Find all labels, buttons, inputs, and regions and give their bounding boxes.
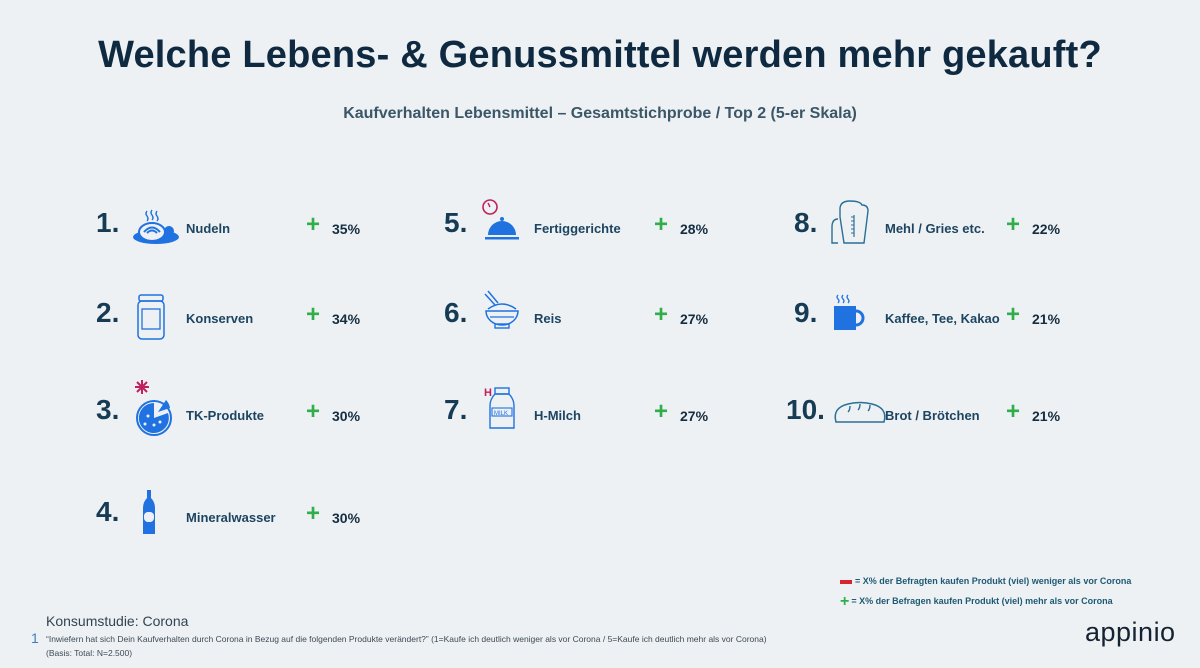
footnote-number: 1 bbox=[31, 630, 39, 646]
cloche-clock-icon bbox=[478, 197, 530, 247]
rank-number: 7. bbox=[444, 394, 468, 425]
page-subtitle: Kaufverhalten Lebensmittel – Gesamtstich… bbox=[343, 105, 857, 122]
rank-number: 10. bbox=[786, 394, 825, 425]
bread-icon bbox=[830, 390, 890, 440]
svg-text:H: H bbox=[484, 387, 492, 399]
product-label: Brot / Brötchen bbox=[885, 408, 980, 423]
rank-number: 1. bbox=[96, 207, 120, 238]
minus-icon bbox=[840, 579, 852, 584]
rank-number: 6. bbox=[444, 297, 468, 328]
rank-number: 9. bbox=[794, 297, 818, 328]
legend-item-minus: = X% der Befragten kaufen Produkt (viel)… bbox=[840, 576, 1131, 586]
rank-number: 2. bbox=[96, 297, 120, 328]
percentage-value: 22% bbox=[1032, 221, 1061, 237]
study-title: Konsumstudie: Corona bbox=[46, 613, 189, 629]
pasta-bowl-icon bbox=[130, 203, 182, 253]
appinio-logo: appinio bbox=[1085, 617, 1176, 647]
rank-number: 4. bbox=[96, 496, 120, 527]
product-label: Mineralwasser bbox=[186, 510, 276, 525]
legend-text: = X% der Befragen kaufen Produkt (viel) … bbox=[851, 596, 1113, 606]
rank-number: 5. bbox=[444, 207, 468, 238]
plus-icon: + bbox=[654, 398, 669, 425]
frozen-pizza-icon bbox=[130, 378, 182, 440]
mug-icon bbox=[828, 289, 880, 339]
product-label: Reis bbox=[534, 311, 562, 326]
plus-icon: + bbox=[1006, 211, 1021, 238]
percentage-value: 28% bbox=[680, 221, 709, 237]
product-label: Mehl / Gries etc. bbox=[885, 221, 985, 236]
percentage-value: 27% bbox=[680, 311, 709, 327]
percentage-value: 21% bbox=[1032, 311, 1061, 327]
milk-bottle-icon: H MILK bbox=[478, 384, 530, 436]
plus-icon: + bbox=[306, 398, 321, 425]
product-label: H-Milch bbox=[534, 408, 581, 423]
rank-number: 8. bbox=[794, 207, 818, 238]
plus-icon: + bbox=[306, 500, 321, 527]
legend-item-plus: + = X% der Befragen kaufen Produkt (viel)… bbox=[840, 592, 1113, 610]
rice-bowl-icon bbox=[478, 287, 530, 337]
rank-number: 3. bbox=[96, 394, 120, 425]
svg-text:MILK: MILK bbox=[494, 411, 508, 417]
plus-icon: + bbox=[1006, 301, 1021, 328]
product-label: Kaffee, Tee, Kakao bbox=[885, 311, 1000, 326]
plus-icon: + bbox=[840, 592, 850, 610]
percentage-value: 34% bbox=[332, 311, 361, 327]
percentage-value: 21% bbox=[1032, 408, 1061, 424]
plus-icon: + bbox=[306, 211, 321, 238]
footnote-question: “Inwiefern hat sich Dein Kaufverhalten d… bbox=[46, 634, 767, 644]
footnote-basis: (Basis: Total: N=2.500) bbox=[46, 648, 133, 658]
percentage-value: 30% bbox=[332, 510, 361, 526]
legend-text: = X% der Befragten kaufen Produkt (viel)… bbox=[855, 576, 1132, 586]
page-title: Welche Lebens- & Genussmittel werden meh… bbox=[98, 34, 1102, 76]
water-bottle-icon bbox=[130, 488, 182, 538]
plus-icon: + bbox=[654, 301, 669, 328]
plus-icon: + bbox=[1006, 398, 1021, 425]
percentage-value: 30% bbox=[332, 408, 361, 424]
product-label: Konserven bbox=[186, 311, 254, 326]
plus-icon: + bbox=[306, 301, 321, 328]
percentage-value: 35% bbox=[332, 221, 361, 237]
jar-icon bbox=[130, 293, 182, 343]
product-label: Nudeln bbox=[186, 221, 231, 236]
plus-icon: + bbox=[654, 211, 669, 238]
product-label: TK-Produkte bbox=[186, 408, 264, 423]
measuring-cup-icon bbox=[828, 197, 880, 247]
product-label: Fertiggerichte bbox=[534, 221, 621, 236]
percentage-value: 27% bbox=[680, 408, 709, 424]
